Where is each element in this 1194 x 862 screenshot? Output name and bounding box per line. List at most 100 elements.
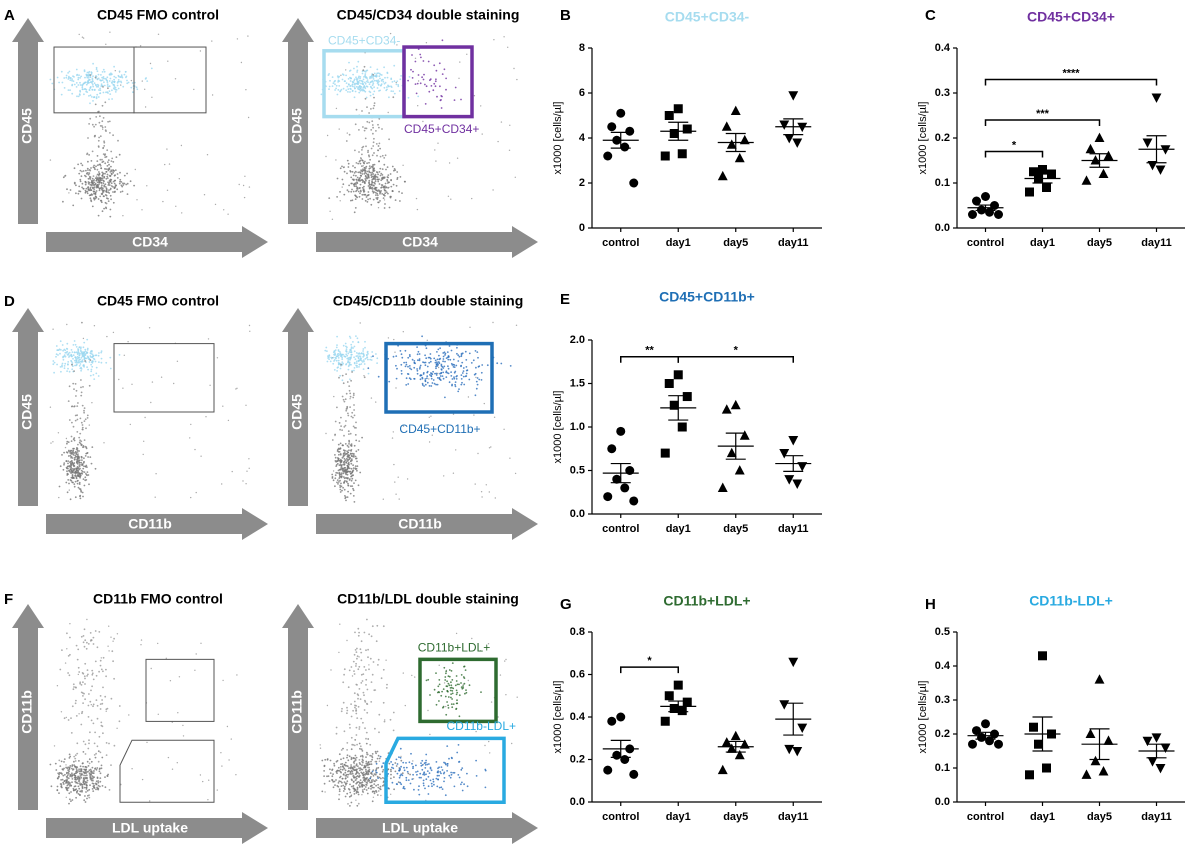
- event: [108, 168, 111, 171]
- event: [326, 704, 329, 707]
- flow-title: CD45/CD34 double staining: [337, 7, 520, 23]
- event: [331, 476, 334, 478]
- event: [371, 87, 374, 90]
- event: [52, 441, 54, 443]
- event: [79, 442, 82, 445]
- event: [74, 778, 76, 781]
- event: [146, 80, 149, 82]
- event: [446, 372, 449, 374]
- event: [344, 355, 347, 358]
- event: [60, 760, 63, 763]
- event: [339, 468, 342, 471]
- event: [333, 395, 335, 398]
- event: [342, 757, 345, 760]
- event: [87, 456, 89, 458]
- event: [132, 91, 134, 94]
- event: [406, 478, 409, 480]
- event: [77, 402, 79, 404]
- event: [65, 796, 68, 798]
- event: [386, 72, 389, 75]
- event: [59, 352, 61, 355]
- event: [78, 778, 81, 781]
- event: [75, 644, 78, 647]
- event: [78, 760, 80, 762]
- event: [401, 772, 404, 775]
- event: [400, 783, 403, 786]
- event: [342, 476, 345, 478]
- event: [65, 779, 67, 782]
- event: [80, 360, 83, 363]
- event: [459, 61, 461, 63]
- event: [342, 183, 345, 186]
- event: [371, 625, 374, 628]
- event: [353, 762, 356, 765]
- event: [348, 335, 351, 338]
- event: [340, 425, 342, 427]
- event: [422, 78, 425, 81]
- event: [112, 201, 115, 204]
- event: [365, 783, 367, 786]
- event: [113, 744, 116, 747]
- event: [362, 168, 364, 171]
- event: [473, 373, 476, 376]
- data-point: [607, 716, 617, 726]
- event: [430, 85, 433, 87]
- event: [334, 454, 336, 456]
- event: [407, 383, 410, 385]
- event: [376, 757, 379, 760]
- event: [195, 653, 197, 655]
- event: [73, 477, 75, 479]
- event: [412, 773, 414, 776]
- event: [75, 770, 78, 773]
- event: [417, 80, 420, 82]
- event: [94, 103, 97, 106]
- event: [401, 356, 404, 359]
- event: [432, 370, 434, 373]
- event: [375, 752, 377, 755]
- event: [78, 172, 81, 175]
- event: [83, 409, 85, 412]
- event: [78, 436, 81, 439]
- event: [362, 784, 364, 786]
- event: [395, 758, 398, 761]
- event: [77, 673, 80, 676]
- event: [76, 776, 78, 779]
- event: [214, 203, 217, 206]
- event: [367, 738, 370, 740]
- event: [342, 486, 344, 489]
- event: [88, 739, 90, 742]
- event: [352, 781, 355, 783]
- event: [411, 358, 414, 361]
- event: [52, 363, 55, 366]
- y-axis-arrow: [12, 308, 44, 506]
- event: [73, 370, 75, 372]
- event: [242, 184, 245, 187]
- event: [458, 388, 460, 390]
- event: [370, 681, 373, 683]
- event: [450, 771, 452, 774]
- event: [66, 353, 69, 356]
- event: [86, 167, 89, 170]
- event: [101, 158, 103, 161]
- event: [101, 175, 104, 177]
- event: [76, 789, 79, 792]
- event: [426, 763, 429, 766]
- event: [494, 497, 496, 499]
- event: [105, 668, 107, 671]
- event: [109, 367, 112, 370]
- significance-label: ***: [1036, 108, 1050, 120]
- event: [394, 199, 397, 202]
- data-point: [1038, 165, 1047, 174]
- event: [373, 191, 375, 193]
- event: [85, 88, 88, 91]
- event: [424, 380, 427, 383]
- event: [80, 356, 83, 359]
- event: [95, 780, 98, 783]
- event: [95, 354, 98, 357]
- event: [444, 352, 447, 355]
- event: [333, 369, 336, 371]
- event: [355, 764, 358, 767]
- significance-bracket: [620, 666, 679, 674]
- event: [190, 496, 192, 499]
